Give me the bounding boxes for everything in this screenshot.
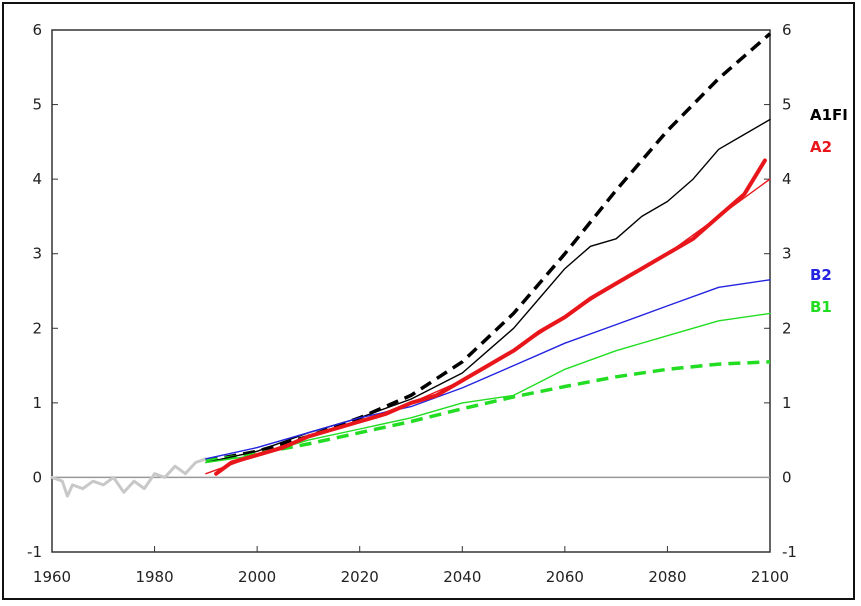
- series-line-3: [205, 118, 771, 464]
- y-tick-label: 1: [32, 394, 42, 412]
- legend-label-a2: A2: [810, 138, 832, 156]
- x-tick-label: 2060: [546, 568, 584, 586]
- x-tick-label: 2080: [648, 568, 686, 586]
- y-tick-label-right: 5: [782, 96, 792, 114]
- y-tick-label-right: 6: [782, 21, 792, 39]
- y-tick-label-right: 2: [782, 319, 792, 337]
- y-tick-label-right: 1: [782, 394, 792, 412]
- legend-label-b1: B1: [810, 298, 832, 316]
- series-line-7: [214, 158, 767, 476]
- y-tick-label: 4: [32, 170, 42, 188]
- series-line-5: [205, 279, 771, 460]
- x-tick-label: 2020: [341, 568, 379, 586]
- y-tick-label-right: 4: [782, 170, 792, 188]
- series-line-6: [205, 312, 771, 464]
- x-tick-label: 1980: [135, 568, 173, 586]
- series-line-2: [205, 360, 771, 463]
- legend: A1FI A2 B2 B1: [810, 106, 848, 316]
- y-tick-label: -1: [27, 543, 42, 561]
- x-tick-label: 1960: [33, 568, 71, 586]
- x-tick-label: 2000: [238, 568, 276, 586]
- y-tick-label: 3: [32, 245, 42, 263]
- legend-label-a1fi: A1FI: [810, 106, 848, 124]
- legend-label-b2: B2: [810, 266, 832, 284]
- chart-frame: [2, 2, 855, 600]
- series-line-1: [205, 32, 772, 463]
- x-tick-label: 2100: [751, 568, 789, 586]
- y-tick-label-right: -1: [782, 543, 797, 561]
- ticks: 1960 1980 2000 2020 2040 2060 2080 2100 -1 -1 0 0 1 1…: [27, 21, 797, 586]
- series-line-0: [50, 457, 208, 498]
- y-tick-label: 5: [32, 96, 42, 114]
- series-line-4: [205, 178, 771, 475]
- plot-area: [51, 29, 771, 553]
- y-tick-label-right: 3: [782, 245, 792, 263]
- y-tick-label-right: 0: [782, 468, 792, 486]
- y-tick-label: 0: [32, 468, 42, 486]
- y-tick-label: 6: [32, 21, 42, 39]
- x-tick-label: 2040: [443, 568, 481, 586]
- series-group: [50, 32, 772, 498]
- y-tick-label: 2: [32, 319, 42, 337]
